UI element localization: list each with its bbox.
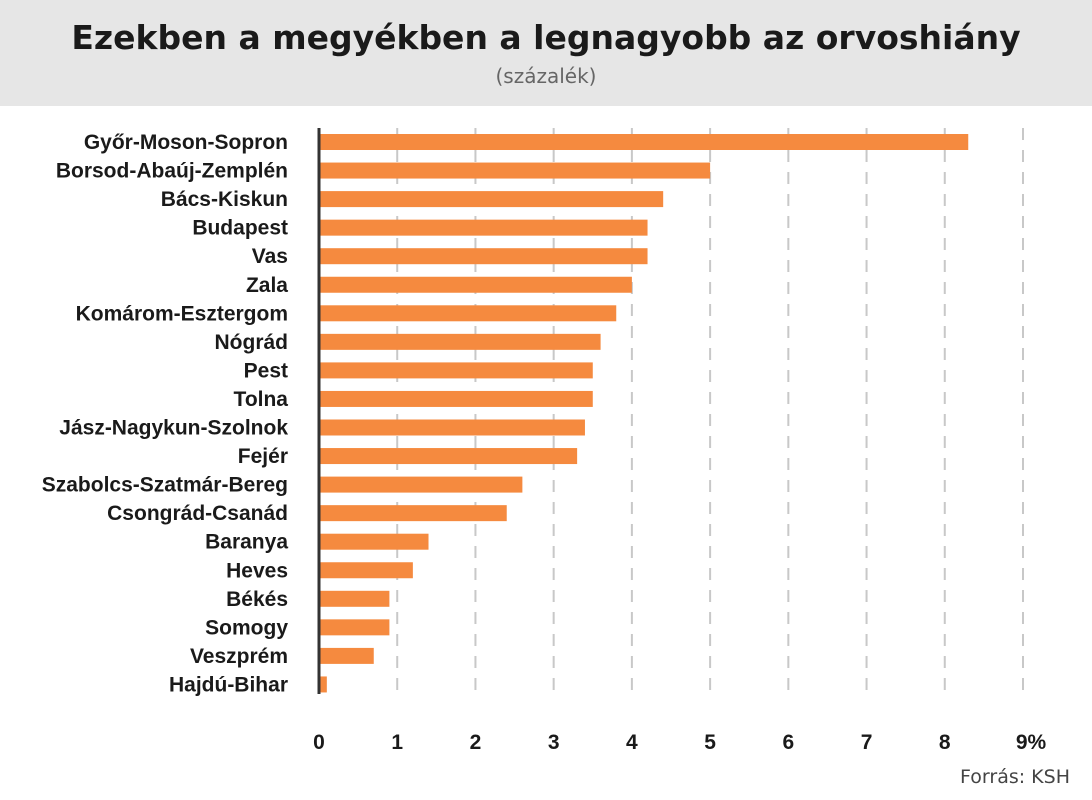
bar [319,647,374,664]
tick-label: 3 [548,731,560,754]
category-label: Csongrád-Csanád [107,502,288,525]
bar [319,219,648,236]
gridlines [396,128,1024,694]
tick-label: 9% [1016,731,1047,754]
category-label: Zala [246,274,288,297]
tick-label: 2 [470,731,482,754]
bar [319,533,429,550]
chart-subtitle: (százalék) [495,64,597,88]
bars [319,134,969,693]
bar [319,676,327,693]
source-note: Forrás: KSH [960,766,1070,788]
category-label: Győr-Moson-Sopron [84,131,288,154]
bar [319,248,648,265]
category-label: Fejér [238,445,288,468]
tick-label: 5 [704,731,716,754]
category-label: Jász-Nagykun-Szolnok [59,417,288,440]
bar [319,476,523,493]
bar [319,333,601,350]
category-label: Somogy [205,616,288,639]
bar [319,590,390,607]
header-band: Ezekben a megyékben a legnagyobb az orvo… [0,0,1092,106]
category-labels: Győr-Moson-Sopron Borsod-Abaúj-Zemplén Bác… [42,131,289,696]
category-label: Vas [252,245,288,268]
tick-label: 8 [939,731,951,754]
bar [319,162,711,179]
category-label: Hajdú-Bihar [169,673,288,696]
category-label: Borsod-Abaúj-Zemplén [56,160,288,183]
category-label: Nógrád [215,331,289,354]
category-label: Budapest [192,217,288,240]
category-label: Tolna [234,388,289,411]
bar [319,505,507,522]
category-label: Baranya [205,531,288,554]
category-label: Heves [226,559,288,582]
bar-chart: Győr-Moson-Sopron Borsod-Abaúj-Zemplén Bác… [42,128,1046,754]
bar [319,305,617,322]
category-label: Bács-Kiskun [161,188,288,211]
bar [319,390,593,407]
tick-label: 4 [626,731,638,754]
tick-label: 0 [313,731,325,754]
bar [319,619,390,636]
x-tick-labels: 0 1 2 3 4 5 6 7 8 9% [313,731,1046,754]
category-label: Veszprém [190,645,288,668]
tick-label: 1 [391,731,403,754]
bar [319,276,632,293]
tick-label: 7 [861,731,873,754]
chart-title: Ezekben a megyékben a legnagyobb az orvo… [71,18,1021,57]
bar [319,362,593,379]
category-label: Komárom-Esztergom [76,302,288,325]
category-label: Pest [244,359,288,382]
bar [319,134,969,150]
bar [319,419,585,436]
bar [319,562,413,579]
bar [319,448,578,465]
tick-label: 6 [782,731,794,754]
category-label: Békés [226,588,288,611]
bar [319,191,664,208]
category-label: Szabolcs-Szatmár-Bereg [42,474,288,497]
